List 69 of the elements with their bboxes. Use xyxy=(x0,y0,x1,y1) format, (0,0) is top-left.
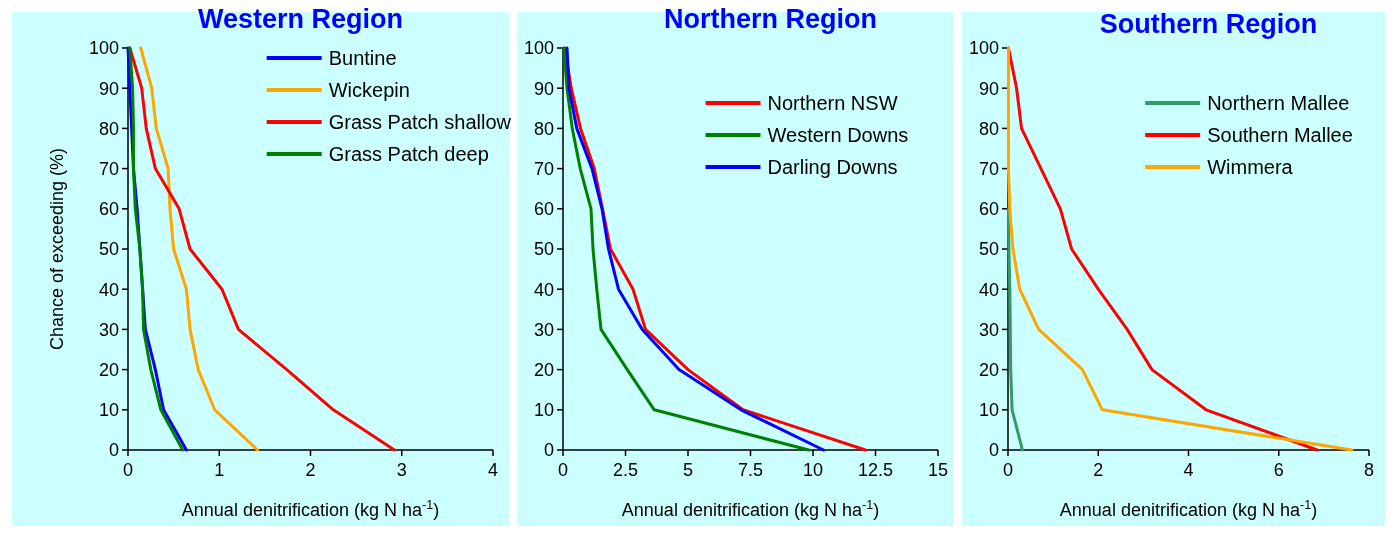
legend-label: Wickepin xyxy=(328,79,410,101)
y-tick-label: 30 xyxy=(978,319,999,340)
y-tick-label: 0 xyxy=(543,440,554,461)
y-tick-label: 10 xyxy=(533,400,554,421)
y-tick-label: 20 xyxy=(533,359,554,380)
x-tick-label: 2.5 xyxy=(612,460,639,480)
x-tick-label: 0 xyxy=(557,460,569,480)
legend-label: Southern Mallee xyxy=(1207,124,1353,146)
y-tick-label: 100 xyxy=(523,38,554,59)
y-tick-label: 60 xyxy=(978,199,999,220)
y-tick-label: 70 xyxy=(978,158,999,179)
x-tick-label: 8 xyxy=(1363,460,1375,480)
chart-title: Southern Region xyxy=(1099,9,1318,39)
y-tick-label: 70 xyxy=(98,158,119,179)
y-tick-label: 40 xyxy=(98,279,119,300)
y-tick-label: 20 xyxy=(978,359,999,380)
x-tick-label: 1 xyxy=(214,460,225,480)
y-tick-label: 40 xyxy=(978,279,999,300)
y-tick-label: 100 xyxy=(968,38,999,59)
legend-label: Northern Mallee xyxy=(1207,92,1350,114)
line-series xyxy=(1006,207,1024,452)
y-tick-label: 0 xyxy=(108,440,119,461)
y-tick-label: 90 xyxy=(98,78,119,99)
x-axis-title: Annual denitrification (kg N ha$^{-1}$) xyxy=(1059,498,1318,520)
x-tick-label: 7.5 xyxy=(737,460,764,480)
x-tick-label: 0 xyxy=(122,460,134,480)
line-series xyxy=(139,46,260,452)
y-tick-label: 50 xyxy=(98,239,119,260)
y-tick-label: 90 xyxy=(978,78,999,99)
x-tick-label: 10 xyxy=(802,460,824,480)
x-tick-label: 0 xyxy=(1002,460,1014,480)
y-tick-label: 40 xyxy=(533,279,554,300)
x-tick-label: 5 xyxy=(682,460,694,480)
y-tick-label: 10 xyxy=(98,400,119,421)
y-tick-label: 60 xyxy=(98,199,119,220)
y-tick-label: 80 xyxy=(533,118,554,139)
x-tick-label: 12.5 xyxy=(857,460,894,480)
x-tick-label: 4 xyxy=(1183,460,1194,480)
y-tick-label: 90 xyxy=(533,78,554,99)
y-tick-label: 30 xyxy=(98,319,119,340)
y-tick-label: 80 xyxy=(98,118,119,139)
x-tick-label: 2 xyxy=(305,460,316,480)
y-tick-label: 50 xyxy=(978,239,999,260)
y-tick-label: 30 xyxy=(533,319,554,340)
x-tick-label: 3 xyxy=(396,460,407,480)
y-tick-label: 0 xyxy=(988,440,999,461)
y-tick-label: 80 xyxy=(978,118,999,139)
chart-title: Northern Region xyxy=(664,4,877,34)
y-axis-title: Chance of exceeding (%) xyxy=(47,147,67,351)
legend-label: Northern NSW xyxy=(767,92,898,114)
x-tick-label: 2 xyxy=(1093,460,1104,480)
y-tick-label: 50 xyxy=(533,239,554,260)
y-tick-label: 100 xyxy=(88,38,119,59)
chart-title: Western Region xyxy=(197,4,404,34)
legend-label: Western Downs xyxy=(767,124,909,146)
x-axis-title: Annual denitrification (kg N ha$^{-1}$) xyxy=(181,498,440,520)
legend-label: Buntine xyxy=(328,47,397,69)
legend-label: Grass Patch shallow xyxy=(328,111,512,133)
legend-label: Wimmera xyxy=(1207,156,1294,178)
legend-label: Grass Patch deep xyxy=(328,143,489,165)
x-tick-label: 4 xyxy=(487,460,499,480)
x-tick-label: 6 xyxy=(1273,460,1284,480)
x-tick-label: 15 xyxy=(927,460,949,480)
y-tick-label: 60 xyxy=(533,199,554,220)
y-tick-label: 20 xyxy=(98,359,119,380)
y-tick-label: 70 xyxy=(533,158,554,179)
x-axis-title: Annual denitrification (kg N ha$^{-1}$) xyxy=(621,498,880,520)
y-tick-label: 10 xyxy=(978,400,999,421)
legend-label: Darling Downs xyxy=(767,156,898,178)
